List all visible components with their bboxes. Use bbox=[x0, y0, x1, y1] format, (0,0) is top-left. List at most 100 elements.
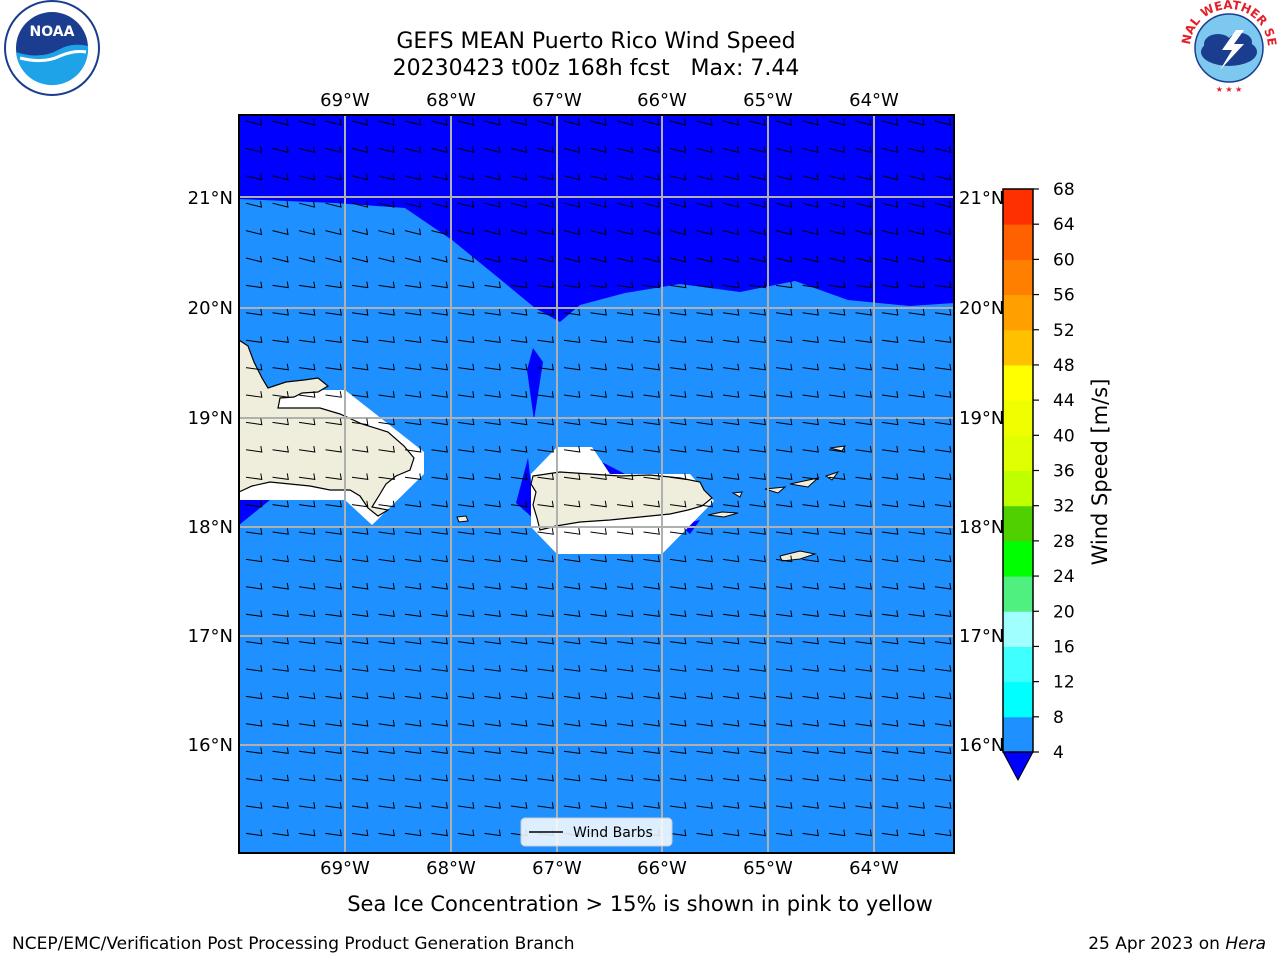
wind-barb bbox=[510, 610, 528, 617]
wind-barb bbox=[245, 665, 263, 672]
wind-barb bbox=[881, 582, 899, 590]
wind-barb bbox=[563, 582, 581, 590]
wind-barb bbox=[590, 418, 607, 426]
wind-barb bbox=[431, 692, 448, 700]
wind-barb bbox=[828, 829, 846, 837]
map-legend: Wind Barbs bbox=[520, 817, 673, 847]
wind-barb bbox=[351, 173, 369, 181]
wind-barb bbox=[908, 802, 925, 809]
wind-barb bbox=[616, 363, 634, 371]
wind-barb bbox=[855, 281, 872, 289]
wind-barb bbox=[298, 473, 316, 480]
wind-barb bbox=[749, 719, 766, 727]
wind-barb bbox=[351, 555, 369, 563]
wind-barb bbox=[404, 692, 422, 700]
wind-barb bbox=[828, 146, 846, 153]
wind-barb bbox=[616, 173, 634, 181]
wind-barb bbox=[537, 747, 554, 754]
wind-barb bbox=[537, 281, 554, 289]
wind-barb bbox=[775, 146, 793, 153]
colorbar-cell bbox=[1003, 259, 1033, 296]
wind-barb bbox=[272, 146, 289, 153]
wind-barb bbox=[325, 201, 342, 208]
wind-barb bbox=[775, 610, 793, 617]
wind-barb bbox=[404, 719, 422, 727]
wind-barb bbox=[881, 118, 899, 126]
vieques bbox=[707, 511, 739, 518]
st-thomas bbox=[764, 486, 787, 494]
wind-barb bbox=[404, 228, 422, 236]
wind-barb bbox=[484, 445, 501, 453]
wind-barb bbox=[908, 528, 925, 535]
wind-barb bbox=[325, 445, 342, 453]
wind-barb bbox=[828, 528, 846, 535]
lat-labels-left: 21°N 20°N 19°N 18°N 17°N 16°N bbox=[188, 188, 233, 756]
wind-barb bbox=[325, 308, 342, 316]
wind-barb bbox=[272, 802, 289, 809]
wind-barb bbox=[298, 281, 316, 289]
wind-barb bbox=[775, 201, 793, 208]
wind-barb bbox=[643, 802, 660, 809]
wind-barb bbox=[934, 363, 952, 371]
wind-barb bbox=[351, 719, 369, 727]
wind-barb bbox=[245, 719, 263, 727]
wind-barb bbox=[908, 228, 925, 236]
wind-barb bbox=[325, 665, 342, 672]
wind-barb bbox=[669, 774, 687, 782]
wind-barb bbox=[351, 692, 369, 700]
colorbar-tick-label: 44 bbox=[1053, 391, 1075, 411]
wind-barb bbox=[749, 774, 766, 782]
wind-barb bbox=[298, 555, 316, 563]
wind-barb bbox=[457, 500, 475, 508]
wind-barb bbox=[775, 665, 793, 672]
wind-barb bbox=[378, 118, 395, 126]
wind-barb bbox=[616, 445, 634, 453]
wind-barb bbox=[378, 418, 395, 426]
wind-barb bbox=[775, 418, 793, 426]
colorbar-cell bbox=[1003, 646, 1033, 683]
wind-barb bbox=[908, 201, 925, 208]
wind-barb bbox=[378, 391, 395, 398]
wind-barb bbox=[828, 281, 846, 289]
wind-barb bbox=[696, 774, 713, 782]
wind-barb bbox=[855, 391, 872, 398]
wind-barb bbox=[245, 255, 263, 263]
wind-barb bbox=[828, 118, 846, 126]
wind-barb bbox=[351, 637, 369, 645]
wind-barb bbox=[245, 118, 263, 126]
wind-barb bbox=[484, 173, 501, 181]
wind-barb bbox=[325, 146, 342, 153]
wind-barb bbox=[616, 391, 634, 398]
wind-barb bbox=[563, 201, 581, 208]
wind-barb bbox=[325, 528, 342, 535]
wind-barb bbox=[457, 173, 475, 181]
wind-barb bbox=[616, 336, 634, 343]
wind-barb bbox=[537, 336, 554, 343]
colorbar-tick-label: 8 bbox=[1053, 708, 1064, 728]
lon-label: 65°W bbox=[743, 90, 793, 111]
wind-barb bbox=[802, 308, 819, 316]
wind-barb bbox=[510, 281, 528, 289]
wind-barb bbox=[696, 582, 713, 590]
wind-barb bbox=[934, 802, 952, 809]
map-frame bbox=[238, 114, 955, 854]
wind-barb bbox=[749, 281, 766, 289]
wind-barb bbox=[775, 118, 793, 126]
wind-barb bbox=[590, 555, 607, 563]
wind-barb bbox=[404, 255, 422, 263]
wind-barb bbox=[298, 665, 316, 672]
wind-barb bbox=[404, 637, 422, 645]
wind-barb bbox=[669, 719, 687, 727]
wind-barb bbox=[245, 582, 263, 590]
wind-barb bbox=[881, 146, 899, 153]
wind-barb bbox=[881, 255, 899, 263]
wind-barb bbox=[484, 363, 501, 371]
wind-barb bbox=[722, 118, 740, 126]
wind-barb bbox=[404, 610, 422, 617]
wind-barb bbox=[881, 363, 899, 371]
wind-barb bbox=[696, 473, 713, 480]
wind-barb bbox=[934, 418, 952, 426]
wind-barb bbox=[378, 829, 395, 837]
wind-barb bbox=[722, 582, 740, 590]
wind-barb bbox=[722, 802, 740, 809]
